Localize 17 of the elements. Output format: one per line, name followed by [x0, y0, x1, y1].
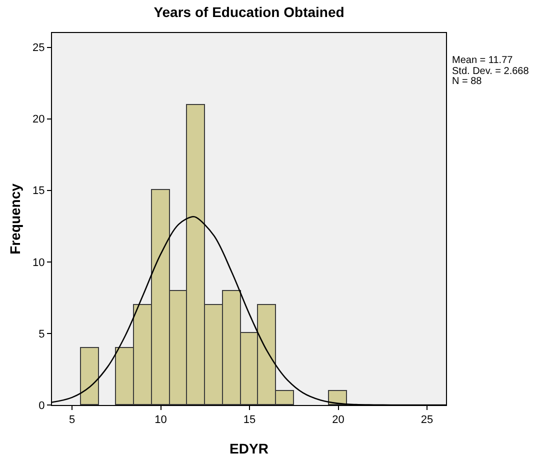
chart-title: Years of Education Obtained [154, 4, 344, 20]
y-tick-label: 25 [32, 42, 45, 54]
x-tick-label: 25 [420, 414, 434, 426]
x-tick-label: 5 [68, 414, 76, 426]
x-tick-label: 15 [243, 414, 256, 426]
y-tick-label: 20 [32, 114, 45, 126]
x-tick-label: 10 [154, 414, 167, 426]
text: Mean = 11.77 [452, 55, 514, 66]
x-axis-title: EDYR [230, 440, 268, 456]
text: Std. Dev. = 2.668 [452, 66, 530, 77]
text: N = 88 [452, 76, 482, 87]
y-tick-label: 5 [38, 328, 45, 340]
y-tick-label: 15 [32, 185, 45, 198]
y-axis-title: Frequency [7, 183, 24, 254]
y-tick-label: 0 [38, 400, 45, 412]
x-tick-label: 20 [332, 414, 344, 426]
y-tick-label: 10 [32, 256, 45, 269]
